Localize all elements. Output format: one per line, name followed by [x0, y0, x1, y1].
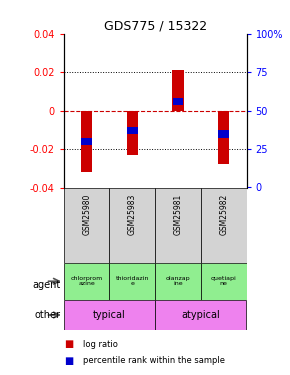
Bar [218, 111, 229, 164]
Text: GSM25981: GSM25981 [173, 194, 182, 235]
Bar [81, 111, 92, 172]
Bar [201, 188, 246, 262]
Bar [155, 262, 201, 300]
Bar [155, 188, 201, 262]
Text: chlorprom
azine: chlorprom azine [70, 276, 103, 286]
Bar [127, 127, 138, 135]
Bar [64, 188, 110, 262]
Bar [173, 98, 183, 105]
Text: other: other [35, 310, 61, 320]
Text: GSM25983: GSM25983 [128, 194, 137, 235]
Bar [201, 262, 246, 300]
Text: GSM25982: GSM25982 [219, 194, 228, 235]
Bar [64, 300, 155, 330]
Text: ■: ■ [64, 339, 73, 349]
Text: typical: typical [93, 310, 126, 320]
Text: olanzap
ine: olanzap ine [166, 276, 190, 286]
Bar [81, 138, 92, 145]
Bar [155, 300, 246, 330]
Text: GSM25980: GSM25980 [82, 194, 91, 235]
Bar [110, 188, 155, 262]
Text: thioridazin
e: thioridazin e [116, 276, 149, 286]
Text: log ratio: log ratio [83, 340, 117, 349]
Bar [127, 111, 138, 155]
Bar [218, 130, 229, 138]
Text: ■: ■ [64, 356, 73, 366]
Title: GDS775 / 15322: GDS775 / 15322 [104, 20, 207, 33]
Bar [172, 70, 184, 111]
Bar [110, 262, 155, 300]
Text: percentile rank within the sample: percentile rank within the sample [83, 356, 225, 365]
Text: agent: agent [33, 280, 61, 290]
Text: atypical: atypical [182, 310, 220, 320]
Bar [64, 262, 110, 300]
Text: quetiapi
ne: quetiapi ne [211, 276, 237, 286]
